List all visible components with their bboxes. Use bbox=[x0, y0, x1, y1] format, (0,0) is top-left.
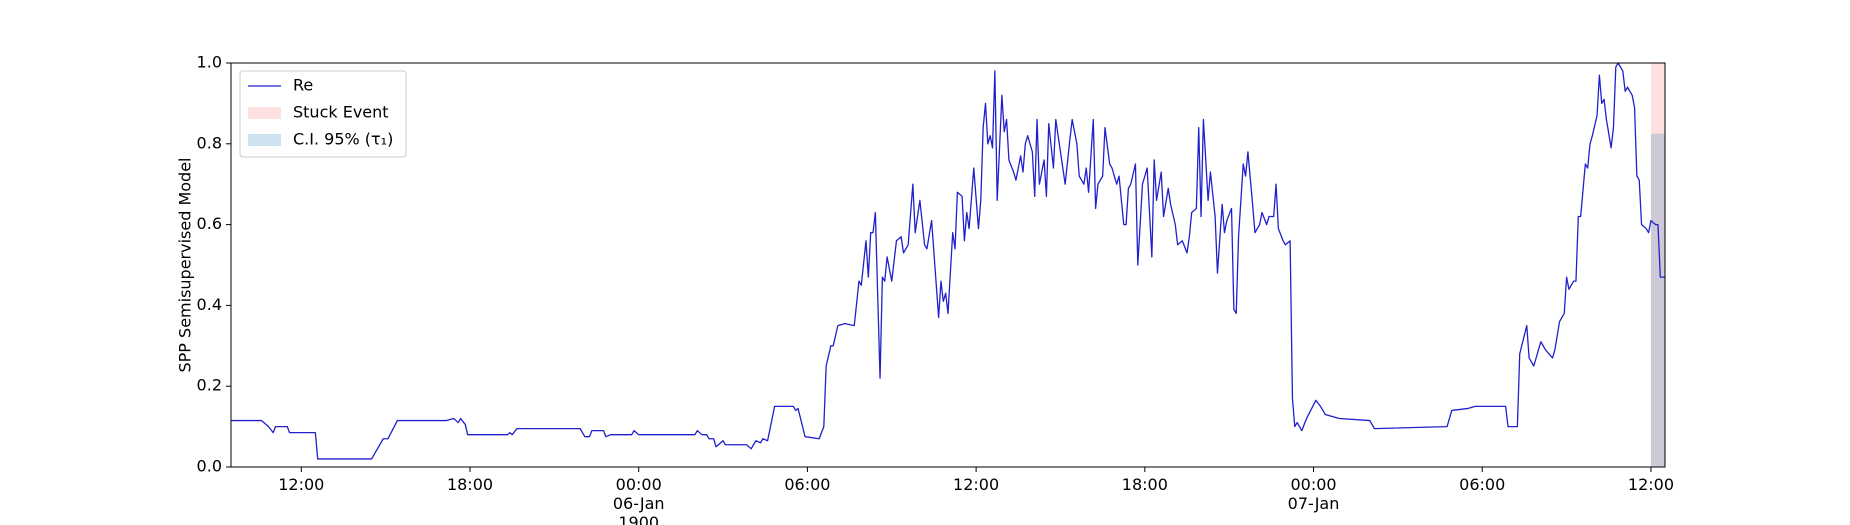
data-line bbox=[231, 62, 1665, 460]
y-tick-label: 0.0 bbox=[197, 457, 222, 476]
x-tick-label: 12:00 bbox=[1627, 475, 1674, 494]
y-tick-label: 0.6 bbox=[197, 214, 222, 233]
x-tick-label: 00:00 07-Jan bbox=[1287, 475, 1340, 513]
x-tick-label: 06:00 bbox=[1459, 475, 1506, 494]
y-axis-label: SPP Semisupervised Model bbox=[176, 158, 195, 373]
y-tick-label: 0.2 bbox=[197, 376, 222, 395]
y-tick-label: 0.4 bbox=[197, 295, 222, 314]
x-tick-label: 00:00 06-Jan 1900 bbox=[612, 475, 665, 525]
legend: Re Stuck Event C.I. 95% (τ₁) bbox=[239, 70, 407, 158]
plot-frame bbox=[230, 62, 1666, 468]
legend-patch bbox=[248, 107, 281, 119]
span-region bbox=[1650, 63, 1665, 467]
span-region bbox=[1650, 133, 1665, 467]
y-tick-label: 1.0 bbox=[197, 53, 222, 72]
x-tick-label: 12:00 bbox=[278, 475, 325, 494]
legend-box bbox=[239, 70, 407, 158]
x-tick-label: 06:00 bbox=[784, 475, 831, 494]
x-tick-label: 18:00 bbox=[1121, 475, 1168, 494]
x-tick-label: 18:00 bbox=[446, 475, 494, 494]
legend-label: C.I. 95% (τ₁) bbox=[293, 130, 393, 149]
legend-label: Stuck Event bbox=[293, 103, 389, 122]
legend-patch bbox=[248, 134, 281, 146]
y-tick-label: 0.8 bbox=[197, 133, 222, 152]
x-tick-label: 12:00 bbox=[953, 475, 1000, 494]
legend-label: Re bbox=[293, 76, 313, 95]
